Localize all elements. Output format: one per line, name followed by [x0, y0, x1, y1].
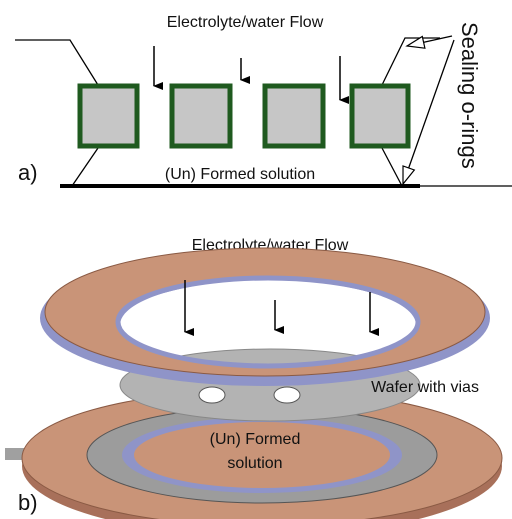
- panel-b: Electrolyte/water Flow Wafer with vias (…: [5, 237, 502, 519]
- panel-label: b): [18, 490, 38, 515]
- panel-label: a): [18, 160, 38, 185]
- seal-label: Sealing o-rings: [457, 22, 482, 169]
- seal-arrows: [403, 36, 454, 184]
- solution-label: (Un) Formed solution: [165, 166, 315, 183]
- via: [199, 387, 225, 403]
- wafer-label: Wafer with vias: [371, 379, 479, 396]
- flow-arrows: [185, 280, 370, 332]
- flow-label: Electrolyte/water Flow: [167, 14, 324, 31]
- solution-line: (Un) Formed: [210, 431, 301, 448]
- o-rings: [80, 86, 408, 146]
- via: [274, 387, 300, 403]
- solution-line: solution: [227, 455, 282, 472]
- figure: Electrolyte/water Flow Sealing o-rings a…: [0, 0, 512, 519]
- panel-a: Electrolyte/water Flow Sealing o-rings a…: [15, 14, 512, 186]
